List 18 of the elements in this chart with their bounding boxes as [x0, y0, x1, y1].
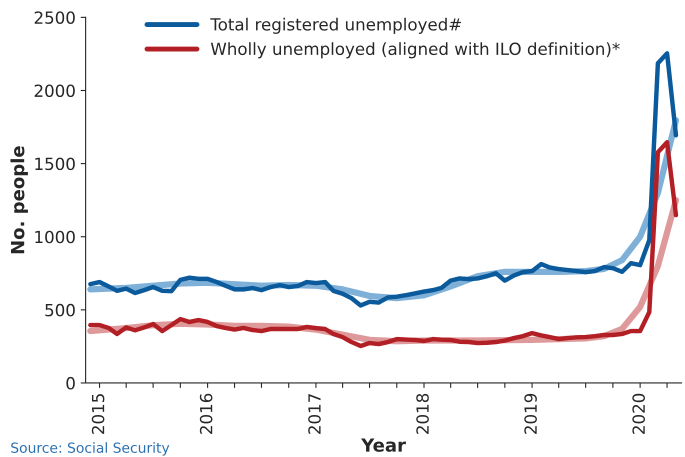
legend-label: Total registered unemployed# [210, 18, 461, 34]
legend-label: Wholly unemployed (aligned with ILO definition)* [210, 42, 620, 58]
y-tick-label: 500 [45, 304, 75, 316]
y-tick-label: 2000 [34, 84, 75, 98]
x-tick-label: 2019 [524, 394, 537, 434]
x-tick-label: 2016 [200, 394, 212, 434]
line-series [88, 140, 678, 348]
y-tick-label: 1000 [35, 230, 75, 244]
y-tick-label: 0 [66, 376, 75, 390]
x-tick-label: 2018 [416, 394, 429, 434]
x-tick-label: 2020 [632, 394, 645, 434]
x-tick-label: 2017 [308, 394, 321, 434]
source-note: Source: Social Security [11, 442, 170, 456]
y-axis-title: No. people [10, 146, 28, 254]
y-tick-label: 1500 [35, 158, 75, 170]
x-axis-title: Year [361, 438, 406, 452]
x-tick-label: 2015 [92, 394, 104, 434]
y-tick-label: 2500 [34, 11, 75, 24]
